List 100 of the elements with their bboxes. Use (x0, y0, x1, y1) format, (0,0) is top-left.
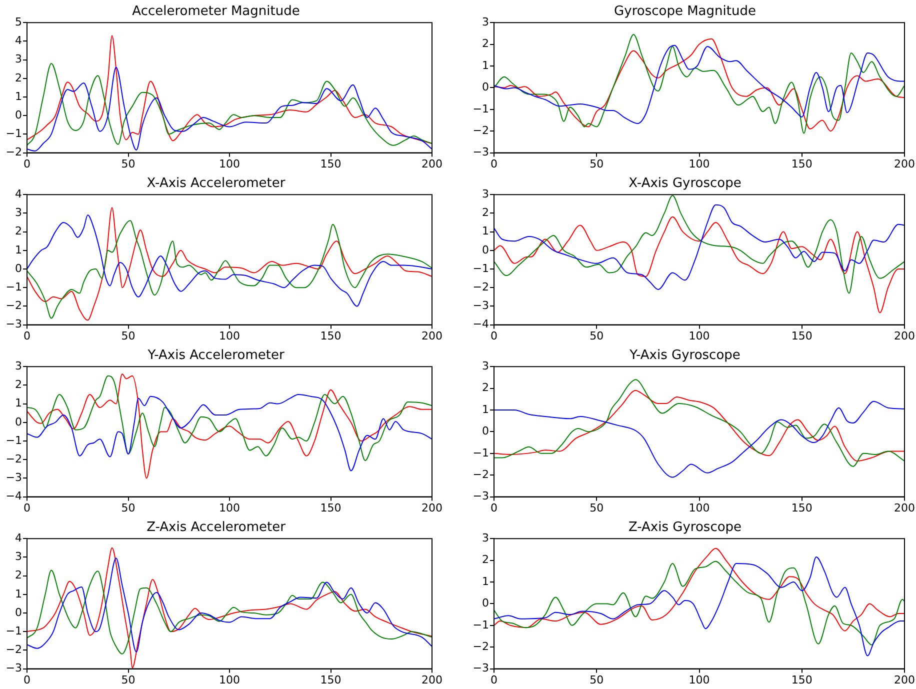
y-tick-label: −3 (6, 318, 22, 331)
x-tick-label: 150 (791, 673, 812, 686)
x-tick-label: 100 (688, 501, 710, 514)
line-series (27, 374, 432, 479)
x-tick-label: 100 (219, 157, 240, 170)
line-series (494, 390, 904, 462)
line-series (494, 216, 904, 314)
y-tick-label: 3 (482, 15, 489, 28)
x-tick-label: 200 (894, 329, 915, 342)
y-tick-label: −1 (472, 102, 489, 116)
y-tick-label: 4 (15, 34, 22, 48)
x-tick-label: 200 (894, 157, 915, 170)
y-tick-label: 0 (15, 262, 22, 275)
y-tick-label: −1 (472, 262, 489, 275)
line-series (494, 548, 904, 632)
y-tick-label: −2 (472, 468, 489, 481)
y-tick-label: −2 (472, 640, 489, 653)
y-tick-label: 4 (15, 531, 22, 544)
y-tick-label: 0 (15, 108, 22, 122)
x-tick-label: 100 (219, 501, 240, 514)
y-tick-label: −4 (472, 318, 489, 331)
x-tick-label: 200 (422, 329, 442, 342)
chart-title: Z-Axis Gyroscope (628, 520, 742, 536)
x-tick-label: 0 (490, 329, 498, 342)
y-tick-label: 0 (15, 415, 22, 428)
y-tick-label: −1 (6, 127, 22, 140)
x-tick-label: 200 (422, 157, 442, 170)
x-tick-label: 200 (894, 501, 915, 514)
x-tick-label: 50 (121, 157, 136, 170)
y-tick-label: −3 (472, 299, 489, 312)
x-tick-label: 50 (590, 673, 604, 686)
x-tick-label: 150 (320, 501, 342, 514)
chart-title: Accelerometer Magnitude (132, 4, 300, 20)
x-tick-label: 0 (490, 501, 498, 514)
y-tick-label: −3 (472, 146, 489, 159)
chart-title: Z-Axis Accelerometer (146, 520, 286, 536)
x-tick-label: 150 (320, 329, 342, 342)
x-tick-label: 150 (791, 329, 812, 342)
y-tick-label: −1 (472, 446, 489, 460)
line-series (27, 394, 432, 472)
y-tick-label: 0 (482, 243, 489, 256)
y-tick-label: −2 (6, 299, 22, 312)
chart-title: Gyroscope Magnitude (614, 4, 756, 20)
y-tick-label: 2 (482, 206, 489, 220)
y-tick-label: −2 (6, 452, 22, 466)
y-tick-label: −3 (472, 490, 489, 503)
y-tick-label: 1 (15, 396, 22, 410)
y-tick-label: −1 (6, 434, 22, 447)
y-tick-label: 3 (482, 359, 489, 372)
y-tick-label: 1 (482, 58, 489, 72)
y-tick-label: 0 (482, 80, 489, 94)
y-tick-label: 1 (482, 574, 489, 588)
x-tick-label: 100 (688, 329, 710, 342)
y-tick-label: −2 (6, 643, 22, 656)
y-tick-label: 1 (15, 243, 22, 256)
y-tick-label: 3 (482, 187, 489, 200)
y-tick-label: 0 (482, 596, 489, 610)
x-tick-label: 150 (320, 673, 342, 686)
chart-title: X-Axis Gyroscope (628, 176, 742, 192)
x-tick-label: 0 (490, 673, 498, 686)
x-tick-label: 150 (791, 501, 812, 514)
x-tick-label: 100 (219, 673, 240, 686)
line-series (27, 375, 432, 462)
y-tick-label: −1 (6, 624, 22, 638)
y-tick-label: 1 (15, 90, 22, 103)
x-tick-label: 0 (490, 157, 498, 170)
x-tick-label: 50 (590, 501, 604, 514)
x-tick-label: 0 (24, 329, 30, 342)
y-tick-label: 2 (15, 71, 22, 84)
line-series (494, 400, 904, 478)
line-series (27, 35, 432, 144)
y-tick-label: −3 (6, 662, 22, 675)
chart-title: Y-Axis Accelerometer (146, 348, 285, 364)
y-tick-label: 1 (482, 402, 489, 416)
y-tick-label: 4 (15, 187, 22, 200)
y-tick-label: 2 (482, 381, 489, 394)
y-tick-label: −3 (472, 662, 489, 675)
y-tick-label: 3 (15, 52, 22, 66)
y-tick-label: −1 (6, 280, 22, 294)
x-tick-label: 50 (121, 673, 136, 686)
x-tick-label: 150 (320, 157, 342, 170)
y-tick-label: 2 (15, 378, 22, 392)
y-tick-label: −4 (6, 490, 22, 503)
x-tick-label: 100 (688, 157, 710, 170)
chart-title: Y-Axis Gyroscope (628, 348, 740, 364)
line-series (494, 379, 904, 467)
y-tick-label: −3 (6, 471, 22, 484)
x-tick-label: 200 (894, 673, 915, 686)
x-tick-label: 100 (219, 329, 240, 342)
y-tick-label: 0 (482, 424, 489, 438)
x-tick-label: 200 (422, 501, 442, 514)
x-tick-label: 100 (688, 673, 710, 686)
y-tick-label: 2 (15, 568, 22, 582)
x-tick-label: 200 (422, 673, 442, 686)
y-tick-label: 5 (15, 15, 22, 28)
x-tick-label: 0 (24, 673, 30, 686)
y-tick-label: 2 (482, 37, 489, 50)
y-tick-label: 3 (15, 359, 22, 372)
x-tick-label: 0 (24, 157, 30, 170)
line-series (27, 214, 432, 307)
